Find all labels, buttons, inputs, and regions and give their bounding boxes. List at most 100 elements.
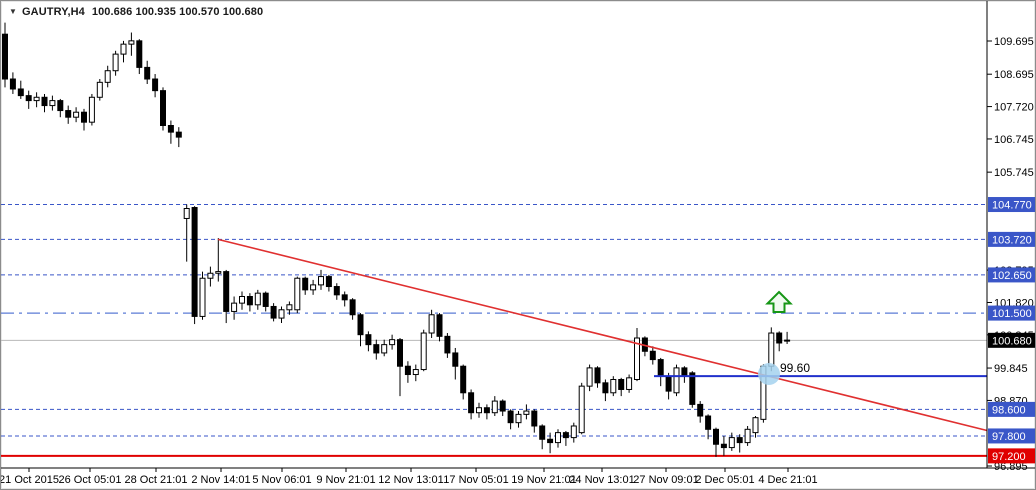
price-level-label: 98.600 bbox=[988, 401, 1035, 417]
candle bbox=[333, 283, 340, 300]
candle bbox=[191, 206, 198, 325]
candle-body bbox=[381, 344, 388, 354]
candle bbox=[341, 291, 348, 307]
price-label-text: 104.770 bbox=[992, 200, 1032, 212]
candle-body bbox=[246, 295, 253, 306]
candle bbox=[73, 107, 80, 123]
candle bbox=[404, 361, 411, 383]
x-tick-label: 9 Nov 21:01 bbox=[316, 474, 375, 486]
candle-body bbox=[65, 110, 72, 118]
candle-body bbox=[420, 332, 427, 371]
candle bbox=[720, 435, 727, 456]
price-axis[interactable]: 109.695108.695107.720106.745105.745102.7… bbox=[987, 36, 1035, 473]
candle bbox=[476, 402, 482, 418]
candle bbox=[96, 79, 103, 101]
candle bbox=[594, 366, 601, 388]
highlight-ellipse[interactable] bbox=[758, 363, 780, 385]
price-label-text: 100.680 bbox=[992, 335, 1032, 347]
candle-body bbox=[649, 350, 656, 361]
candle bbox=[239, 291, 245, 310]
candle-body bbox=[215, 271, 222, 274]
candle bbox=[286, 301, 293, 315]
candle bbox=[2, 22, 8, 88]
up-arrow-marker[interactable] bbox=[765, 290, 793, 313]
candle-body bbox=[483, 407, 490, 414]
candle-body bbox=[73, 111, 80, 118]
candle-body bbox=[278, 309, 285, 319]
candle bbox=[436, 313, 443, 342]
candle-body bbox=[570, 425, 577, 439]
y-tick-label: 105.745 bbox=[994, 167, 1034, 179]
price-label-text: 98.600 bbox=[992, 404, 1026, 416]
candle-body bbox=[191, 207, 198, 317]
candle-body bbox=[460, 365, 467, 394]
candle bbox=[570, 422, 577, 443]
candle bbox=[17, 80, 24, 99]
candle-body bbox=[2, 33, 8, 80]
candle bbox=[460, 364, 467, 400]
candle bbox=[673, 364, 680, 397]
candle bbox=[689, 371, 696, 408]
candle bbox=[302, 276, 309, 295]
candle bbox=[262, 291, 269, 312]
candle bbox=[491, 396, 498, 417]
y-tick-label: 106.745 bbox=[994, 134, 1034, 146]
candle bbox=[610, 376, 617, 397]
candle bbox=[207, 266, 214, 287]
candle-body bbox=[88, 96, 95, 123]
candle-body bbox=[784, 339, 791, 342]
candle bbox=[325, 274, 332, 292]
candle bbox=[452, 347, 459, 380]
candle bbox=[547, 432, 554, 454]
candle bbox=[499, 399, 506, 417]
candle-body bbox=[175, 131, 182, 138]
candle-body bbox=[507, 410, 514, 424]
candle bbox=[215, 238, 222, 282]
candle-body bbox=[167, 125, 174, 133]
candle bbox=[254, 289, 261, 310]
support-price-label: 99.60 bbox=[780, 361, 810, 375]
candle-body bbox=[286, 304, 293, 311]
x-tick-label: 4 Dec 21:01 bbox=[758, 474, 817, 486]
candle bbox=[626, 374, 633, 393]
candle-body bbox=[310, 284, 317, 291]
time-axis[interactable]: 21 Oct 2015 26 Oct 05:01 28 Oct 21:01 2 Nov… bbox=[1, 468, 818, 486]
candle-body bbox=[744, 428, 751, 444]
y-tick-label: 108.695 bbox=[994, 69, 1034, 81]
candle-body bbox=[736, 437, 743, 444]
candle bbox=[231, 296, 238, 320]
candle bbox=[586, 364, 593, 392]
price-label-text: 102.650 bbox=[992, 270, 1032, 282]
candle bbox=[144, 60, 151, 84]
candle bbox=[618, 377, 625, 397]
candle bbox=[223, 269, 230, 324]
candle bbox=[270, 303, 277, 322]
candle bbox=[88, 93, 95, 126]
price-label-bg bbox=[988, 401, 1035, 417]
candle-body bbox=[697, 403, 704, 417]
price-label-bg bbox=[988, 448, 1035, 464]
candle bbox=[468, 389, 475, 420]
candle-body bbox=[768, 332, 775, 367]
candle bbox=[412, 364, 419, 382]
candle bbox=[784, 331, 791, 344]
candle bbox=[776, 331, 783, 352]
candle-body bbox=[705, 415, 712, 430]
candle-body bbox=[436, 314, 443, 337]
candle bbox=[294, 276, 301, 314]
trendline[interactable] bbox=[217, 238, 988, 432]
candle-body bbox=[57, 100, 64, 112]
candle-body bbox=[231, 302, 238, 312]
candle-body bbox=[96, 81, 103, 98]
candle bbox=[713, 427, 719, 457]
y-tick-label: 107.720 bbox=[994, 102, 1034, 114]
candle-body bbox=[657, 359, 664, 377]
candle-body bbox=[199, 277, 206, 317]
candle bbox=[428, 309, 435, 339]
candle-body bbox=[412, 369, 419, 376]
candle-body bbox=[634, 337, 640, 381]
candle bbox=[736, 434, 743, 453]
y-tick-label: 109.695 bbox=[994, 36, 1034, 48]
candle-body bbox=[428, 314, 435, 334]
